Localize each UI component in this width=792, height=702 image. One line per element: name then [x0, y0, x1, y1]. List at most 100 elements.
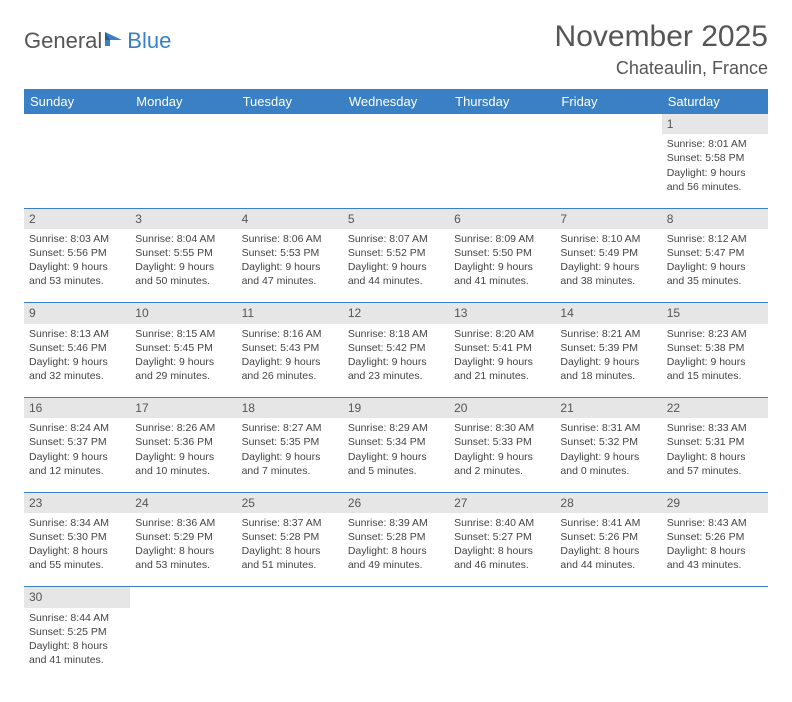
daylight-text: Daylight: 8 hours	[348, 544, 444, 558]
logo-text-blue: Blue	[127, 28, 171, 54]
weekday-header: Tuesday	[237, 89, 343, 114]
sunset-text: Sunset: 5:35 PM	[242, 435, 338, 449]
location: Chateaulin, France	[555, 58, 768, 79]
sunrise-text: Sunrise: 8:37 AM	[242, 516, 338, 530]
day-cell	[343, 134, 449, 208]
sunset-text: Sunset: 5:55 PM	[135, 246, 231, 260]
sunrise-text: Sunrise: 8:20 AM	[454, 327, 550, 341]
daylight-text: Daylight: 9 hours	[242, 260, 338, 274]
weekday-header: Wednesday	[343, 89, 449, 114]
weekday-header: Thursday	[449, 89, 555, 114]
day-number-cell: 3	[130, 208, 236, 229]
day-cell: Sunrise: 8:04 AMSunset: 5:55 PMDaylight:…	[130, 229, 236, 303]
day-cell: Sunrise: 8:33 AMSunset: 5:31 PMDaylight:…	[662, 418, 768, 492]
day-cell: Sunrise: 8:24 AMSunset: 5:37 PMDaylight:…	[24, 418, 130, 492]
calendar-table: SundayMondayTuesdayWednesdayThursdayFrid…	[24, 89, 768, 682]
day-cell: Sunrise: 8:44 AMSunset: 5:25 PMDaylight:…	[24, 608, 130, 682]
day-number-cell: 13	[449, 303, 555, 324]
day-cell	[449, 608, 555, 682]
daylight-text: Daylight: 9 hours	[348, 355, 444, 369]
daylight-text: Daylight: 9 hours	[667, 260, 763, 274]
daylight-text: Daylight: 8 hours	[560, 544, 656, 558]
sunset-text: Sunset: 5:29 PM	[135, 530, 231, 544]
day-number-cell: 24	[130, 492, 236, 513]
daylight-text: and 49 minutes.	[348, 558, 444, 572]
day-cell	[343, 608, 449, 682]
sunset-text: Sunset: 5:36 PM	[135, 435, 231, 449]
day-cell: Sunrise: 8:07 AMSunset: 5:52 PMDaylight:…	[343, 229, 449, 303]
daylight-text: and 23 minutes.	[348, 369, 444, 383]
day-number-cell: 2	[24, 208, 130, 229]
weekday-header: Saturday	[662, 89, 768, 114]
sunrise-text: Sunrise: 8:24 AM	[29, 421, 125, 435]
sunrise-text: Sunrise: 8:29 AM	[348, 421, 444, 435]
day-number-cell: 28	[555, 492, 661, 513]
sunrise-text: Sunrise: 8:23 AM	[667, 327, 763, 341]
day-number-cell: 5	[343, 208, 449, 229]
day-number-cell: 4	[237, 208, 343, 229]
sunrise-text: Sunrise: 8:01 AM	[667, 137, 763, 151]
day-cell: Sunrise: 8:31 AMSunset: 5:32 PMDaylight:…	[555, 418, 661, 492]
daylight-text: and 38 minutes.	[560, 274, 656, 288]
logo: General Blue	[24, 28, 171, 54]
sunset-text: Sunset: 5:30 PM	[29, 530, 125, 544]
day-cell	[130, 608, 236, 682]
day-cell: Sunrise: 8:16 AMSunset: 5:43 PMDaylight:…	[237, 324, 343, 398]
daylight-text: Daylight: 9 hours	[348, 450, 444, 464]
daylight-text: and 57 minutes.	[667, 464, 763, 478]
weekday-header: Friday	[555, 89, 661, 114]
daylight-text: Daylight: 8 hours	[667, 450, 763, 464]
sunset-text: Sunset: 5:49 PM	[560, 246, 656, 260]
sunrise-text: Sunrise: 8:04 AM	[135, 232, 231, 246]
day-cell: Sunrise: 8:26 AMSunset: 5:36 PMDaylight:…	[130, 418, 236, 492]
day-cell: Sunrise: 8:18 AMSunset: 5:42 PMDaylight:…	[343, 324, 449, 398]
day-cell: Sunrise: 8:39 AMSunset: 5:28 PMDaylight:…	[343, 513, 449, 587]
daylight-text: Daylight: 9 hours	[135, 355, 231, 369]
daylight-text: and 18 minutes.	[560, 369, 656, 383]
sunrise-text: Sunrise: 8:15 AM	[135, 327, 231, 341]
daylight-text: Daylight: 9 hours	[560, 260, 656, 274]
sunset-text: Sunset: 5:32 PM	[560, 435, 656, 449]
day-cell	[237, 134, 343, 208]
sunset-text: Sunset: 5:53 PM	[242, 246, 338, 260]
page: GeneralBlue November 2025 Chateaulin, Fr…	[0, 0, 792, 702]
day-number-cell: 7	[555, 208, 661, 229]
sunrise-text: Sunrise: 8:16 AM	[242, 327, 338, 341]
day-number-cell: 27	[449, 492, 555, 513]
weekday-header: Monday	[130, 89, 236, 114]
day-cell: Sunrise: 8:21 AMSunset: 5:39 PMDaylight:…	[555, 324, 661, 398]
sunrise-text: Sunrise: 8:10 AM	[560, 232, 656, 246]
daylight-text: and 50 minutes.	[135, 274, 231, 288]
day-number-cell	[343, 114, 449, 134]
daylight-text: and 29 minutes.	[135, 369, 231, 383]
day-cell: Sunrise: 8:15 AMSunset: 5:45 PMDaylight:…	[130, 324, 236, 398]
day-number-cell	[237, 114, 343, 134]
sunset-text: Sunset: 5:25 PM	[29, 625, 125, 639]
day-number-cell	[555, 114, 661, 134]
daylight-text: and 26 minutes.	[242, 369, 338, 383]
day-number-cell: 17	[130, 398, 236, 419]
day-number-cell: 21	[555, 398, 661, 419]
sunset-text: Sunset: 5:31 PM	[667, 435, 763, 449]
weekday-header: Sunday	[24, 89, 130, 114]
sunrise-text: Sunrise: 8:33 AM	[667, 421, 763, 435]
calendar-body: 1Sunrise: 8:01 AMSunset: 5:58 PMDaylight…	[24, 114, 768, 682]
sunrise-text: Sunrise: 8:07 AM	[348, 232, 444, 246]
sunset-text: Sunset: 5:39 PM	[560, 341, 656, 355]
daylight-text: and 53 minutes.	[135, 558, 231, 572]
logo-text-general: General	[24, 28, 102, 54]
day-number-cell	[449, 114, 555, 134]
daylight-text: and 10 minutes.	[135, 464, 231, 478]
day-number-cell: 8	[662, 208, 768, 229]
day-cell: Sunrise: 8:13 AMSunset: 5:46 PMDaylight:…	[24, 324, 130, 398]
day-number-cell: 30	[24, 587, 130, 608]
day-cell: Sunrise: 8:43 AMSunset: 5:26 PMDaylight:…	[662, 513, 768, 587]
sunset-text: Sunset: 5:46 PM	[29, 341, 125, 355]
header: GeneralBlue November 2025 Chateaulin, Fr…	[24, 20, 768, 79]
sunrise-text: Sunrise: 8:31 AM	[560, 421, 656, 435]
sunset-text: Sunset: 5:50 PM	[454, 246, 550, 260]
sunset-text: Sunset: 5:58 PM	[667, 151, 763, 165]
sunrise-text: Sunrise: 8:30 AM	[454, 421, 550, 435]
calendar-header: SundayMondayTuesdayWednesdayThursdayFrid…	[24, 89, 768, 114]
day-number-cell: 18	[237, 398, 343, 419]
